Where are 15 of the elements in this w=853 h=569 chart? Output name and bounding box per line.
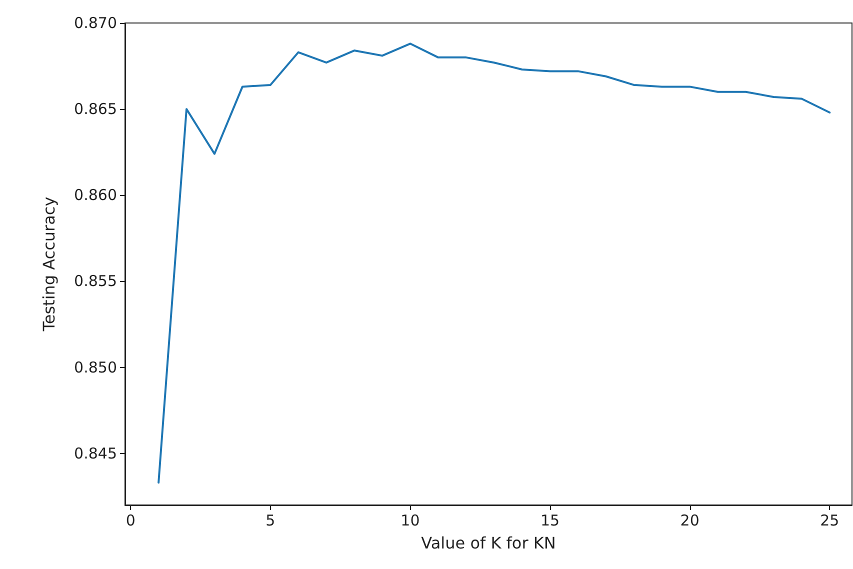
y-tick-label: 0.845 [74,444,117,462]
x-axis-title: Value of K for KN [421,534,556,552]
x-tick-label: 25 [820,512,840,530]
x-tick-label: 0 [126,512,136,530]
y-axis-title: Testing Accuracy [40,196,58,332]
x-tick-label: 20 [680,512,700,530]
x-tick-label: 5 [266,512,276,530]
y-tick-label: 0.865 [74,100,117,118]
y-tick-label: 0.860 [74,186,117,204]
y-tick-label: 0.855 [74,272,117,290]
y-tick-label: 0.870 [74,14,117,32]
line-series [158,42,831,484]
y-tick-label: 0.850 [74,358,117,376]
x-tick-label: 15 [540,512,560,530]
x-tick-label: 10 [400,512,420,530]
